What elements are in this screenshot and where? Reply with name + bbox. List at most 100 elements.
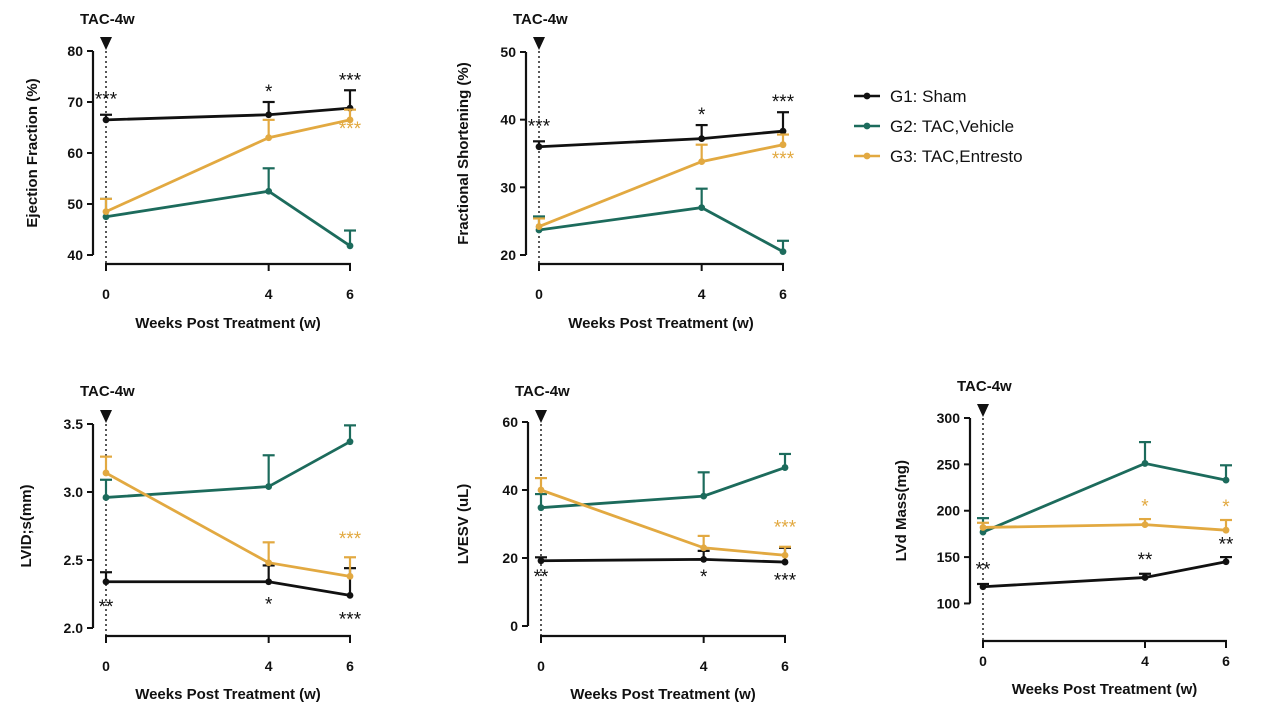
y-tick-label: 40 xyxy=(500,112,516,128)
x-axis-title: Weeks Post Treatment (w) xyxy=(135,686,321,703)
y-tick-label: 60 xyxy=(502,414,518,430)
significance-marker: * xyxy=(265,82,273,103)
chart-panel-lvesv: 0 20 40 60 0 4 6 Weeks Post Treatment (w) LVESV … xyxy=(455,383,797,703)
x-tick-label: 4 xyxy=(265,658,273,674)
significance-marker: ** xyxy=(1138,550,1153,571)
tac-arrow-icon xyxy=(100,410,112,423)
chart-panel-lvdmass: 100 150 200 250 300 0 4 6 Weeks Post Treatment (… xyxy=(893,378,1234,698)
significance-marker: *** xyxy=(774,571,797,592)
data-point xyxy=(265,187,273,195)
significance-marker: *** xyxy=(528,117,551,138)
chart-panel-fs: 20 30 40 50 0 4 6 Weeks Post Treatment (w) Fract… xyxy=(455,11,795,332)
data-point xyxy=(102,494,110,501)
series-1 xyxy=(100,89,356,124)
data-point xyxy=(700,544,708,552)
y-axis-title: LVESV (uL) xyxy=(455,484,472,565)
data-point xyxy=(346,242,354,250)
data-point xyxy=(346,591,354,599)
data-point xyxy=(1141,521,1149,529)
y-tick-label: 2.5 xyxy=(64,552,84,568)
x-tick-label: 4 xyxy=(1141,653,1149,669)
y-tick-label: 40 xyxy=(67,247,83,263)
series-3 xyxy=(100,108,356,216)
significance-marker: *** xyxy=(339,119,362,140)
series-2 xyxy=(100,167,356,250)
significance-marker: ** xyxy=(976,559,991,580)
series-line xyxy=(982,523,1227,532)
x-tick-label: 4 xyxy=(265,286,273,302)
y-tick-label: 0 xyxy=(510,618,518,634)
data-point xyxy=(265,111,273,119)
data-point xyxy=(102,578,110,586)
significance-marker: *** xyxy=(339,70,362,91)
data-point xyxy=(781,551,789,559)
data-point xyxy=(265,578,273,586)
data-point xyxy=(537,557,545,565)
tac-arrow-icon xyxy=(977,404,989,417)
data-point xyxy=(700,492,708,500)
data-point xyxy=(698,135,706,143)
data-point xyxy=(102,213,110,221)
legend-item-1: G1: Sham xyxy=(854,87,967,106)
data-point xyxy=(537,504,545,512)
chart-panel-lvids: 2.0 2.5 3.0 3.5 0 4 6 Weeks Post Treatment (w) L… xyxy=(18,383,362,703)
significance-marker: * xyxy=(698,105,706,126)
significance-marker: *** xyxy=(95,90,118,111)
data-point xyxy=(102,116,110,124)
data-point xyxy=(979,524,987,531)
legend-marker xyxy=(863,122,871,130)
data-point xyxy=(102,469,110,477)
series-1 xyxy=(535,546,791,566)
data-point xyxy=(779,141,787,149)
data-point xyxy=(265,559,273,567)
tac-arrow-icon xyxy=(535,410,547,423)
data-point xyxy=(1222,558,1230,566)
x-tick-label: 0 xyxy=(102,286,110,302)
y-tick-label: 30 xyxy=(500,179,516,195)
series-1 xyxy=(977,555,1232,591)
data-point xyxy=(700,555,708,563)
significance-marker: *** xyxy=(772,92,795,113)
data-point xyxy=(1222,526,1230,534)
series-line xyxy=(540,557,786,564)
series-line xyxy=(538,129,784,149)
series-line xyxy=(982,461,1227,534)
y-axis-title: Ejection Fraction (%) xyxy=(24,78,41,227)
series-line xyxy=(105,440,351,499)
series-3 xyxy=(533,133,789,230)
significance-marker: *** xyxy=(774,518,797,539)
x-axis-title: Weeks Post Treatment (w) xyxy=(568,315,754,332)
y-tick-label: 150 xyxy=(937,549,961,565)
legend: G1: Sham G2: TAC,Vehicle G3: TAC,Entresto xyxy=(854,87,1023,166)
data-point xyxy=(698,158,706,166)
data-point xyxy=(537,486,545,494)
tac-4w-label: TAC-4w xyxy=(80,383,135,400)
data-point xyxy=(102,208,110,216)
series-3 xyxy=(100,455,356,580)
data-point xyxy=(346,572,354,580)
legend-item-3: G3: TAC,Entresto xyxy=(854,147,1023,166)
x-tick-label: 0 xyxy=(537,658,545,674)
series-line xyxy=(105,189,351,247)
significance-marker: ** xyxy=(534,567,549,588)
significance-marker: ** xyxy=(1219,534,1234,555)
data-point xyxy=(698,204,706,212)
legend-label: G2: TAC,Vehicle xyxy=(890,117,1014,136)
x-axis-title: Weeks Post Treatment (w) xyxy=(1012,681,1198,698)
x-tick-label: 6 xyxy=(781,658,789,674)
x-axis-title: Weeks Post Treatment (w) xyxy=(570,686,756,703)
data-point xyxy=(265,483,273,490)
x-tick-label: 6 xyxy=(346,658,354,674)
significance-marker: *** xyxy=(339,529,362,550)
series-line xyxy=(106,580,351,597)
data-point xyxy=(779,127,787,135)
significance-marker: * xyxy=(1222,497,1230,518)
series-2 xyxy=(100,424,356,501)
x-tick-label: 4 xyxy=(698,286,706,302)
y-tick-label: 100 xyxy=(937,595,961,611)
y-tick-label: 3.5 xyxy=(64,416,84,432)
y-tick-label: 3.0 xyxy=(64,484,84,500)
y-tick-label: 20 xyxy=(502,550,518,566)
series-1 xyxy=(533,111,789,151)
